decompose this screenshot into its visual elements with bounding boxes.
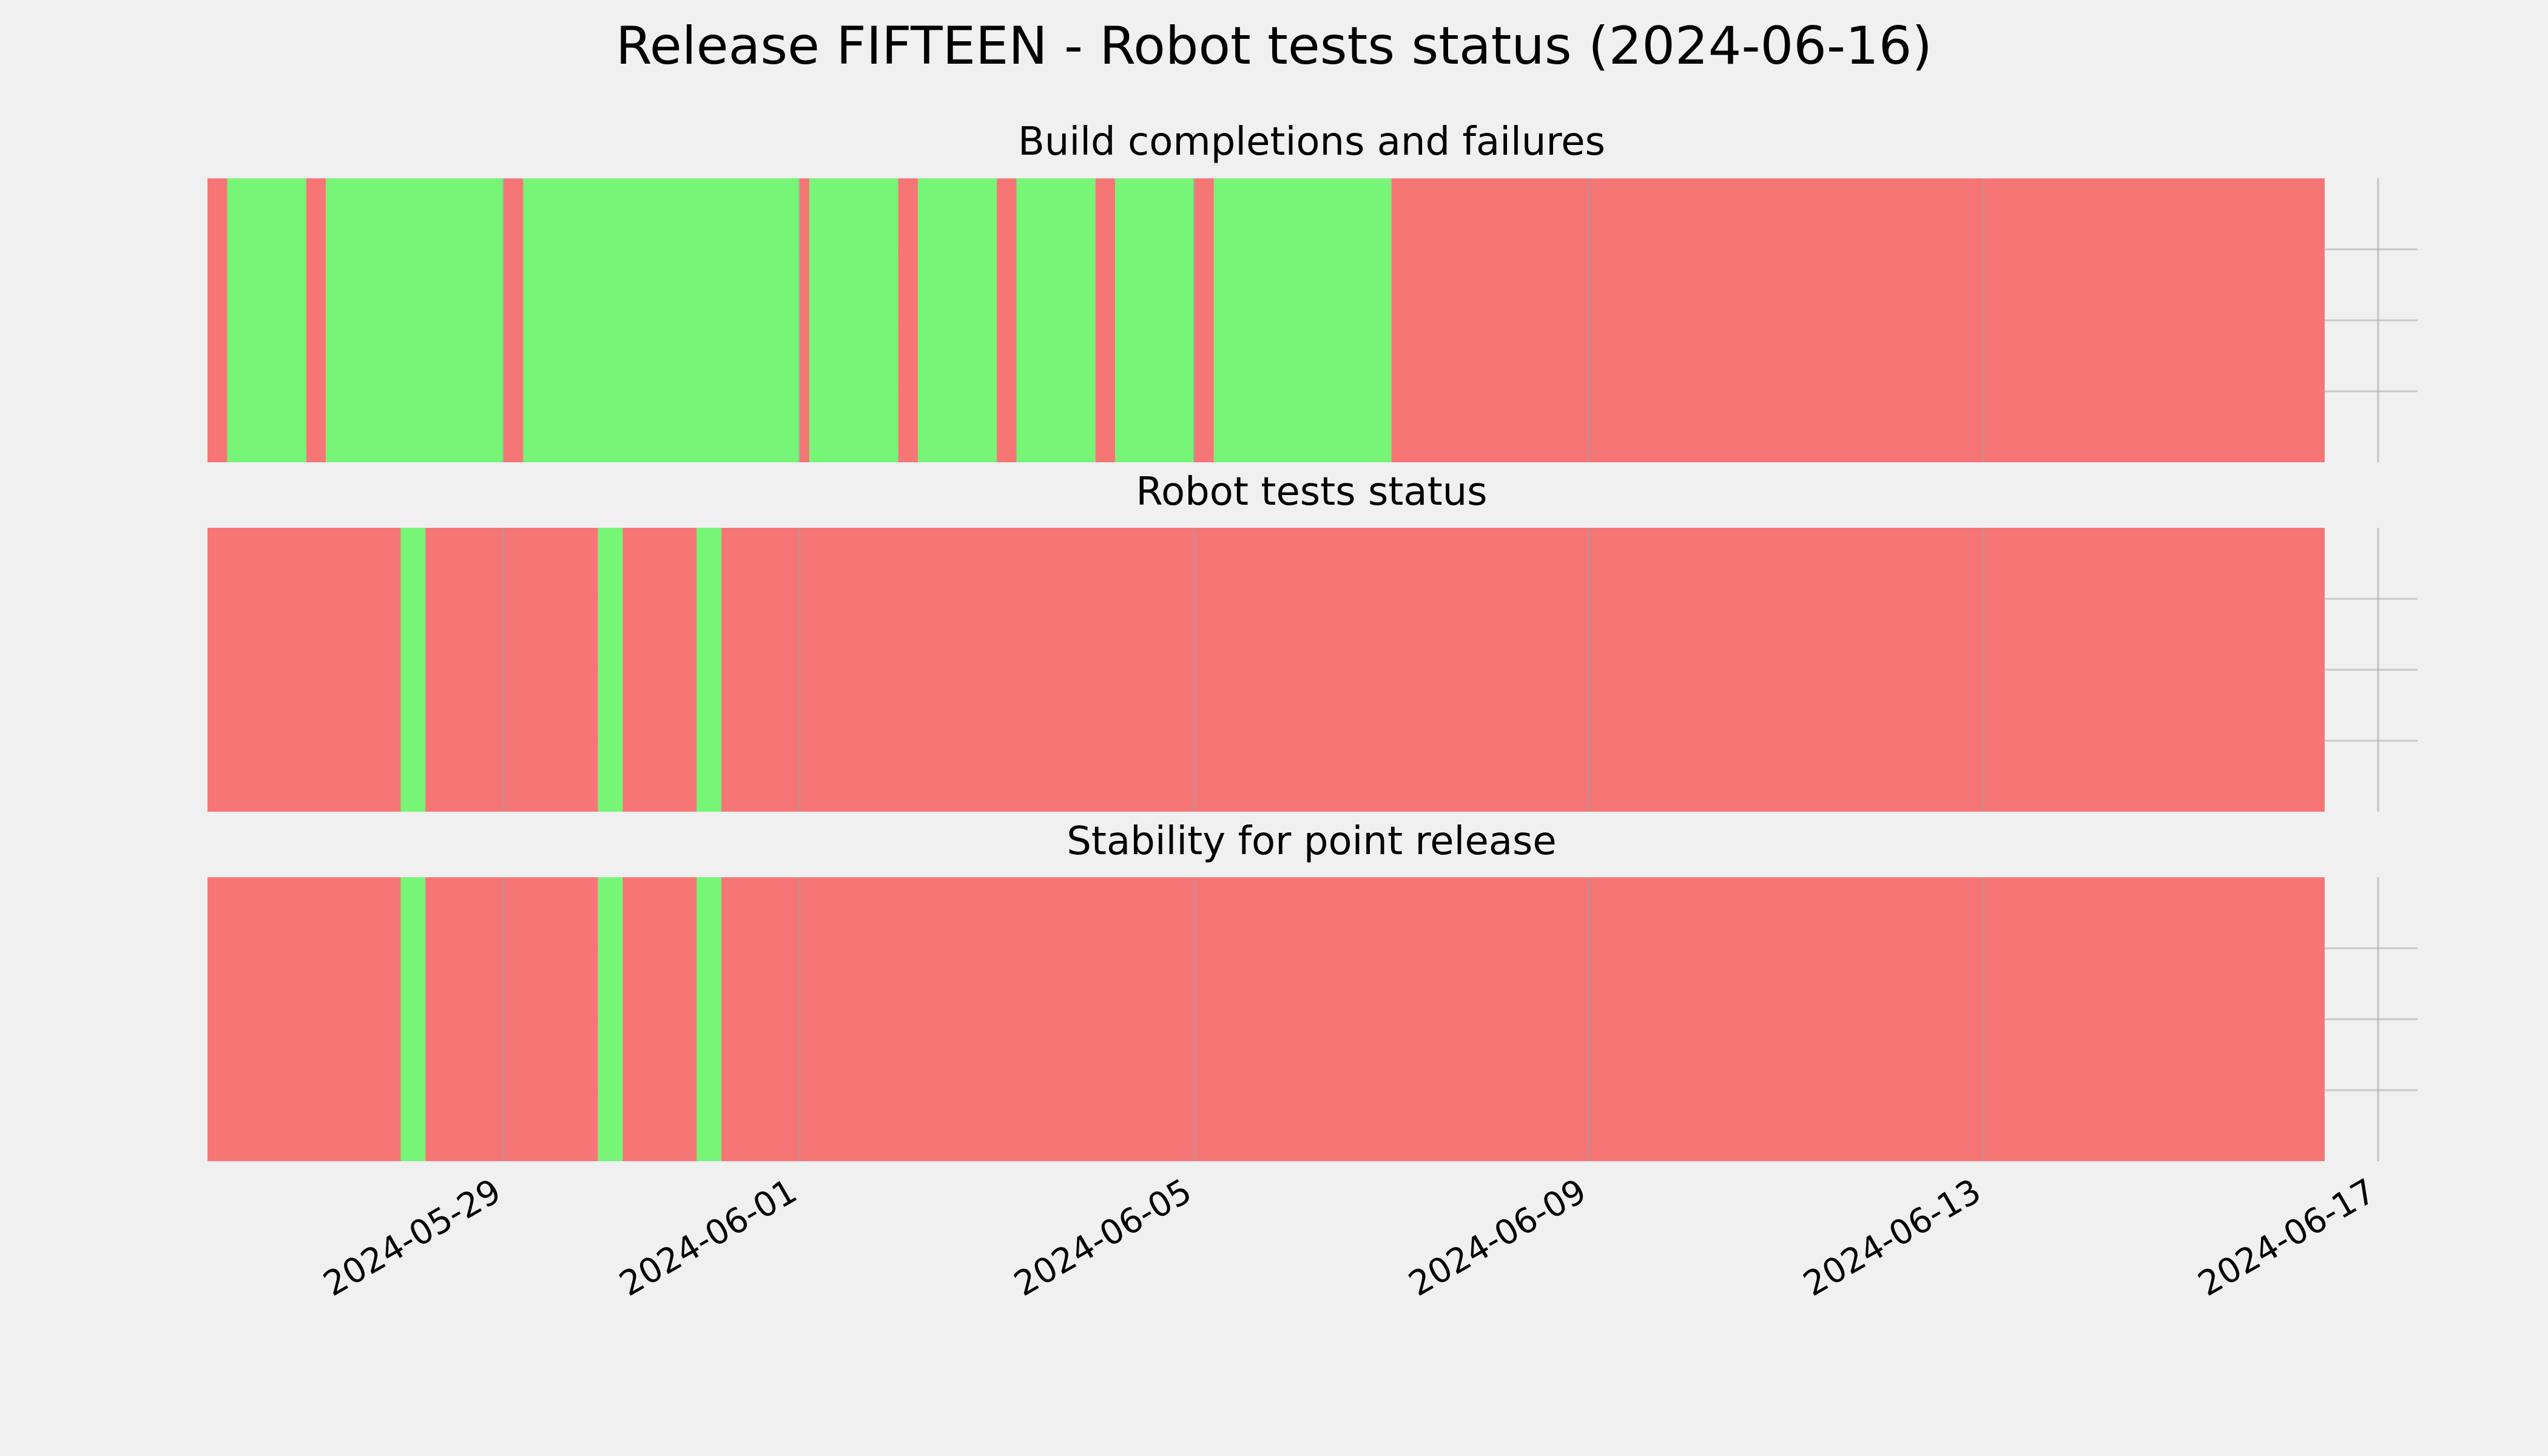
fail-segment bbox=[997, 178, 1017, 462]
fail-segment bbox=[207, 178, 228, 462]
pass-segment bbox=[1115, 178, 1195, 462]
panels: Build completions and failures Robot test… bbox=[207, 120, 2418, 1304]
pass-segment bbox=[809, 178, 898, 462]
pass-segment bbox=[1213, 178, 1392, 462]
panel-title: Robot tests status bbox=[1136, 470, 1487, 514]
fail-segment bbox=[1194, 178, 1214, 462]
fail-segment bbox=[425, 877, 598, 1161]
pass-segment bbox=[326, 178, 504, 462]
pass-segment bbox=[598, 528, 623, 812]
figure-title: Release FIFTEEN - Robot tests status (20… bbox=[616, 16, 1932, 76]
pass-segment bbox=[598, 877, 623, 1161]
fail-segment bbox=[622, 877, 697, 1161]
panel-1: Build completions and failures bbox=[207, 120, 2418, 462]
fail-segment bbox=[1095, 178, 1116, 462]
pass-segment bbox=[400, 528, 426, 812]
fail-segment bbox=[207, 528, 401, 812]
fail-segment bbox=[799, 178, 810, 462]
panel-2: Robot tests status bbox=[207, 470, 2418, 812]
fail-segment bbox=[721, 528, 2325, 812]
pass-segment bbox=[523, 178, 800, 462]
fail-segment bbox=[207, 877, 401, 1161]
pass-segment bbox=[400, 877, 426, 1161]
fail-segment bbox=[622, 528, 697, 812]
panel-title: Stability for point release bbox=[1067, 819, 1557, 864]
fail-segment bbox=[1391, 178, 2325, 462]
fail-segment bbox=[721, 877, 2325, 1161]
pass-segment bbox=[917, 178, 997, 462]
fail-segment bbox=[425, 528, 598, 812]
pass-segment bbox=[696, 528, 722, 812]
pass-segment bbox=[696, 877, 722, 1161]
pass-segment bbox=[227, 178, 306, 462]
pass-segment bbox=[1016, 178, 1096, 462]
fail-segment bbox=[503, 178, 524, 462]
panel-title: Build completions and failures bbox=[1018, 120, 1605, 164]
fail-segment bbox=[306, 178, 326, 462]
fail-segment bbox=[898, 178, 918, 462]
